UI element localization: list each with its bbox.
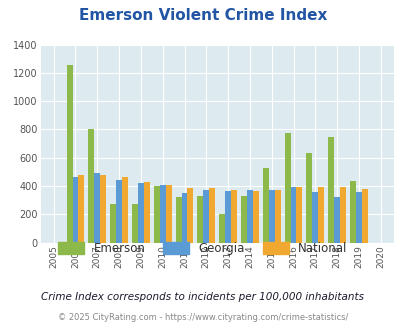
Bar <box>284 133 290 243</box>
Bar <box>181 193 187 243</box>
Text: © 2025 CityRating.com - https://www.cityrating.com/crime-statistics/: © 2025 CityRating.com - https://www.city… <box>58 313 347 322</box>
Bar <box>72 177 78 243</box>
Bar <box>328 137 333 243</box>
Bar <box>153 186 159 243</box>
Bar <box>66 65 72 243</box>
Bar <box>159 185 165 243</box>
Bar <box>78 175 84 243</box>
Bar <box>306 153 311 243</box>
Bar <box>203 189 209 243</box>
Bar <box>290 187 296 243</box>
Bar <box>318 187 323 243</box>
Bar <box>100 175 106 243</box>
Bar <box>122 178 128 243</box>
Bar <box>339 187 345 243</box>
Bar <box>94 173 100 243</box>
Bar <box>262 168 268 243</box>
Bar <box>296 187 302 243</box>
Bar <box>165 185 171 243</box>
Bar <box>138 183 143 243</box>
Bar <box>132 204 138 243</box>
Bar <box>110 204 116 243</box>
Bar <box>209 188 215 243</box>
Bar <box>333 197 339 243</box>
Bar <box>268 189 274 243</box>
Bar <box>246 189 252 243</box>
Bar <box>143 182 149 243</box>
Bar <box>274 190 280 243</box>
Bar <box>355 192 361 243</box>
Legend: Emerson, Georgia, National: Emerson, Georgia, National <box>53 237 352 260</box>
Bar <box>241 196 246 243</box>
Bar <box>252 191 258 243</box>
Bar <box>187 188 193 243</box>
Bar <box>361 189 367 243</box>
Text: Emerson Violent Crime Index: Emerson Violent Crime Index <box>79 8 326 23</box>
Bar <box>197 196 203 243</box>
Bar <box>349 181 355 243</box>
Bar <box>311 192 318 243</box>
Bar <box>230 190 237 243</box>
Bar <box>116 180 122 243</box>
Bar <box>88 129 94 243</box>
Text: Crime Index corresponds to incidents per 100,000 inhabitants: Crime Index corresponds to incidents per… <box>41 292 364 302</box>
Bar <box>219 214 225 243</box>
Bar <box>225 191 230 243</box>
Bar <box>175 197 181 243</box>
